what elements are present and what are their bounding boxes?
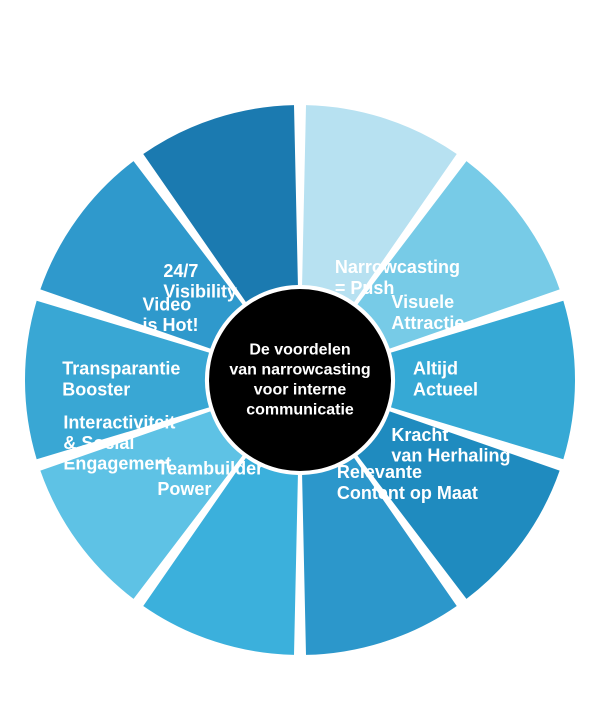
segment-label-9-line-1: Visibility (163, 282, 237, 302)
center-circle (209, 289, 391, 471)
segment-label-2-line-1: Actueel (413, 379, 478, 399)
segment-label-3-line-0: Kracht (391, 425, 448, 445)
segment-label-6-line-2: Engagement (63, 454, 171, 474)
segment-label-1-line-0: Visuele (391, 292, 454, 312)
segment-label-0-line-1: = Push (335, 278, 395, 298)
segment-label-2-line-0: Altijd (413, 359, 458, 379)
segment-label-0-line-0: Narrowcasting (335, 257, 460, 277)
center-label-line-1: van narrowcasting (229, 361, 370, 378)
segment-label-4-line-1: Content op Maat (337, 483, 478, 503)
wheel-svg: Narrowcasting= PushVisueleAttractie Altij… (0, 0, 600, 714)
segment-label-1-line-1: Attractie (391, 313, 464, 333)
segment-label-6-line-0: Interactiviteit (63, 412, 175, 432)
segment-label-5-line-0: Teambuilder (157, 458, 263, 478)
center-label-line-3: communicatie (246, 401, 354, 418)
segment-label-9-line-0: 24/7 (163, 261, 198, 281)
center-label-line-2: voor interne (254, 381, 347, 398)
center-label-line-0: De voordelen (249, 341, 350, 358)
wheel-diagram: Narrowcasting= PushVisueleAttractie Altij… (0, 0, 600, 714)
segment-label-7-line-1: Booster (62, 379, 130, 399)
segment-label-1: VisueleAttractie (391, 292, 464, 333)
segment-label-5-line-1: Power (157, 479, 211, 499)
segment-label-8-line-1: is Hot! (143, 315, 199, 335)
segment-label-4-line-0: Relevante (337, 462, 422, 482)
segment-label-6-line-1: & Social (63, 433, 134, 453)
segment-label-7-line-0: Transparantie (62, 359, 180, 379)
